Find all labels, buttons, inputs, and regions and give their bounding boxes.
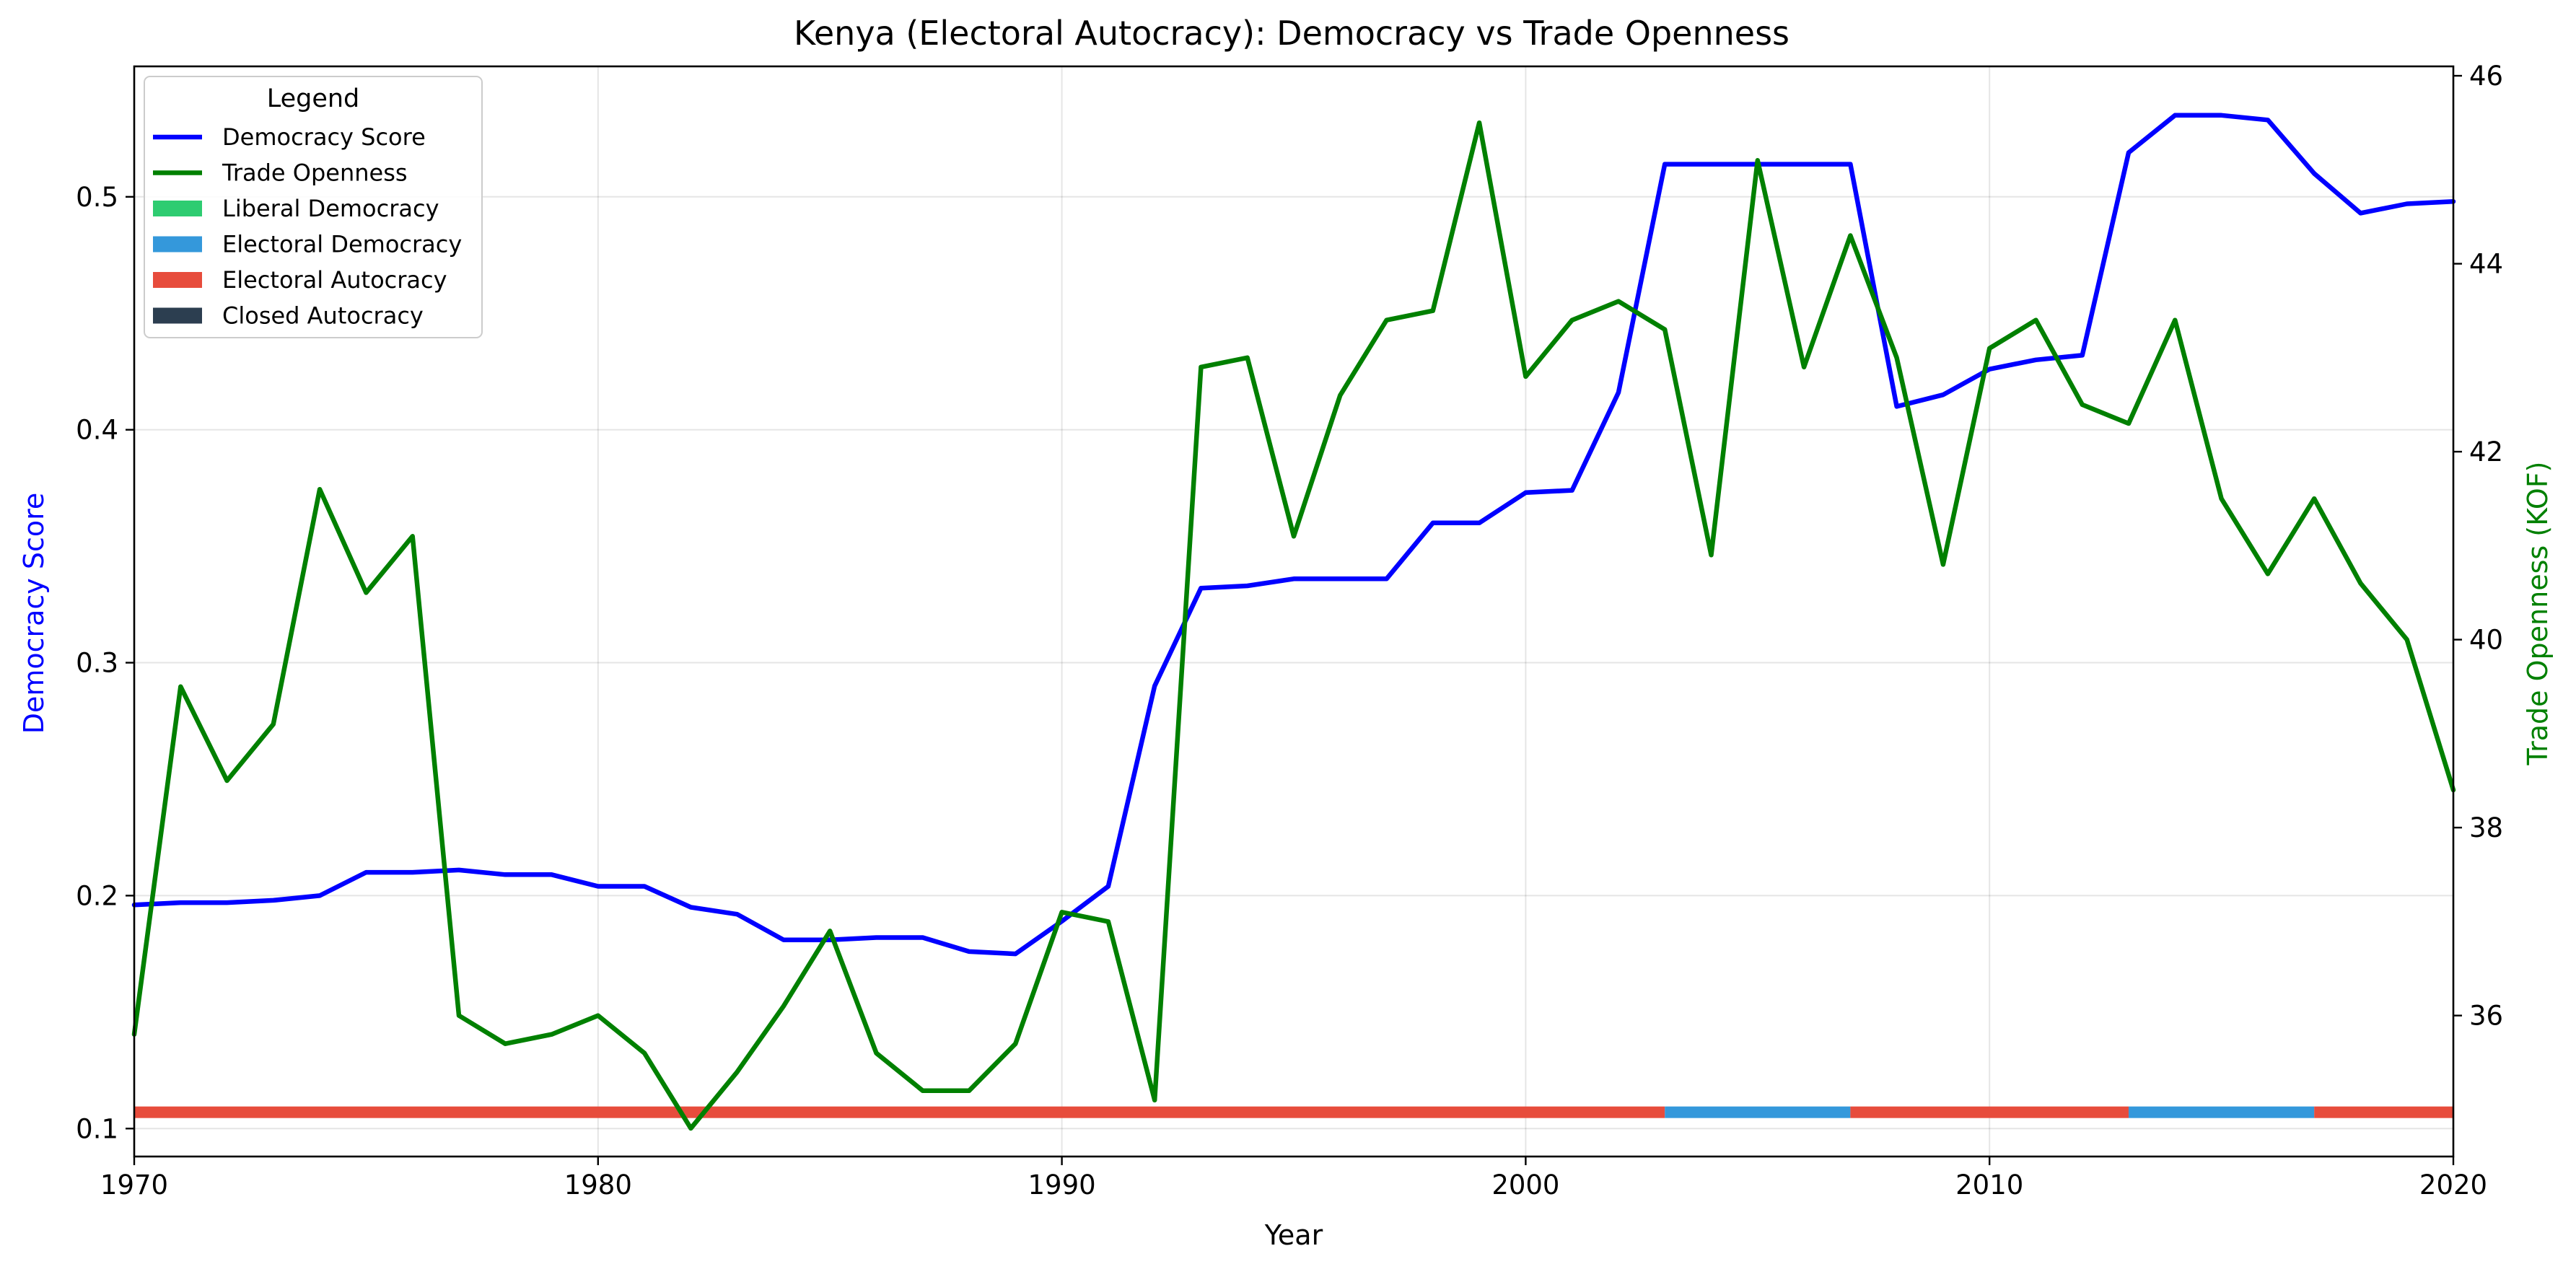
y-right-tick-label: 40 <box>2469 625 2503 656</box>
legend-entries: Democracy Score Trade Openness Liberal Dem… <box>153 123 462 330</box>
x-tick-label: 2010 <box>1955 1170 2023 1201</box>
legend-entry-label: Democracy Score <box>222 123 426 151</box>
trade-openness-line <box>131 120 2456 1131</box>
y-left-tick-label: 0.3 <box>76 648 118 679</box>
x-tick-label: 2000 <box>1491 1170 1559 1201</box>
legend-patch-swatch <box>153 236 202 253</box>
legend-entry-label: Closed Autocracy <box>222 302 424 330</box>
regime-segment <box>1850 1106 2129 1118</box>
regime-segment <box>134 1106 1665 1118</box>
x-axis-label: Year <box>1264 1219 1323 1251</box>
y-left-tick-label: 0.4 <box>76 415 118 446</box>
legend-entry-label: Liberal Democracy <box>222 195 439 222</box>
regime-segment <box>2314 1106 2453 1118</box>
regime-segment <box>1665 1106 1851 1118</box>
series-layer <box>131 113 2456 1131</box>
x-axis-ticks: 1970 1980 1990 2000 2010 2020 <box>100 1157 2487 1201</box>
x-tick-label: 1980 <box>564 1170 632 1201</box>
x-tick-label: 1970 <box>100 1170 168 1201</box>
y-right-tick-label: 36 <box>2469 1001 2503 1032</box>
legend: Legend Democracy Score Trade Openness Libe… <box>144 76 483 338</box>
legend-entry-label: Electoral Democracy <box>222 231 462 258</box>
y-left-axis-label: Democracy Score <box>18 493 50 734</box>
y-left-tick-label: 0.1 <box>76 1113 118 1144</box>
x-tick-label: 2020 <box>2419 1170 2487 1201</box>
legend-title: Legend <box>267 84 360 113</box>
plot-frame <box>133 65 2455 1158</box>
legend-patch-swatch <box>153 307 202 324</box>
legend-entry-label: Trade Openness <box>222 159 408 187</box>
legend-patch-swatch <box>153 272 202 288</box>
y-right-axis-ticks: 36 38 40 42 44 46 <box>2453 61 2503 1032</box>
regime-bar <box>134 1106 2453 1118</box>
democracy-score-line <box>131 113 2456 957</box>
y-left-axis-ticks: 0.1 0.2 0.3 0.4 0.5 <box>76 182 134 1144</box>
legend-box <box>144 76 483 338</box>
x-tick-label: 1990 <box>1028 1170 1096 1201</box>
regime-segment <box>2129 1106 2315 1118</box>
y-left-tick-label: 0.5 <box>76 182 118 213</box>
legend-entry-label: Electoral Autocracy <box>222 266 447 294</box>
y-right-axis-label: Trade Openness (KOF) <box>2522 461 2554 765</box>
legend-patch-swatch <box>153 201 202 216</box>
y-left-tick-label: 0.2 <box>76 880 118 911</box>
chart-title: Kenya (Electoral Autocracy): Democracy v… <box>794 14 1789 53</box>
y-right-tick-label: 42 <box>2469 436 2503 468</box>
y-right-tick-label: 46 <box>2469 61 2503 92</box>
y-right-tick-label: 38 <box>2469 812 2503 843</box>
y-right-tick-label: 44 <box>2469 249 2503 280</box>
